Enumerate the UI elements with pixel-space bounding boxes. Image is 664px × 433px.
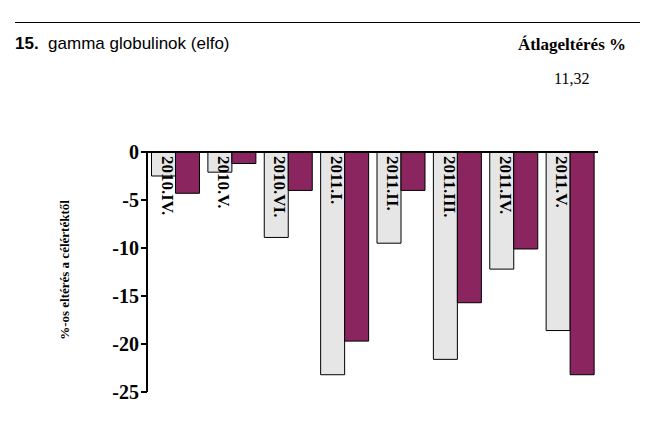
svg-text:-5: -5 [122,189,139,211]
svg-text:2011.IV.: 2011.IV. [496,156,515,214]
html-text:%-os eltérés a célértéktől: %-os eltérés a célértéktől [57,200,72,340]
svg-text:2010.VI.: 2010.VI. [270,156,289,217]
svg-text:2011.I.: 2011.I. [327,156,346,204]
svg-text:-20: -20 [112,333,139,355]
svg-text:2011.II.: 2011.II. [383,156,402,211]
html-text:gamma globulinok (elfo): gamma globulinok (elfo) [48,34,230,53]
svg-text:0: 0 [129,141,139,163]
svg-text:-10: -10 [112,237,139,259]
html-text:11,32: 11,32 [554,70,590,87]
svg-text:2011.V.: 2011.V. [552,156,571,208]
svg-text:-25: -25 [112,381,139,403]
svg-text:2011.III.: 2011.III. [440,156,459,217]
svg-text:2010.V.: 2010.V. [214,156,233,209]
html-text:Átlageltérés %: Átlageltérés % [517,35,626,54]
svg-text:2010.IV.: 2010.IV. [158,156,177,215]
html-text:15.: 15. [15,34,39,53]
svg-text:-15: -15 [112,285,139,307]
